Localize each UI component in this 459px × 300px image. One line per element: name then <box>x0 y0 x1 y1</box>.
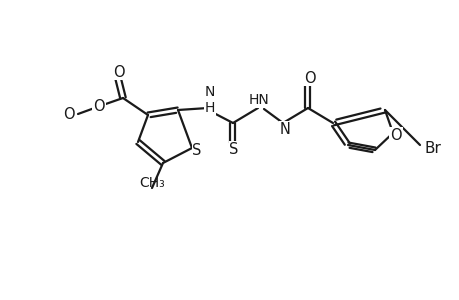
Text: N
H: N H <box>204 85 215 115</box>
Text: O: O <box>303 70 315 86</box>
Text: CH₃: CH₃ <box>139 176 164 190</box>
Text: S: S <box>229 142 238 157</box>
Text: N: N <box>279 122 290 136</box>
Text: S: S <box>192 142 201 158</box>
Text: O: O <box>389 128 401 142</box>
Text: HN: HN <box>248 93 269 107</box>
Text: O: O <box>93 98 105 113</box>
Text: O: O <box>63 106 75 122</box>
Text: Br: Br <box>424 140 441 155</box>
Text: O: O <box>113 64 124 80</box>
